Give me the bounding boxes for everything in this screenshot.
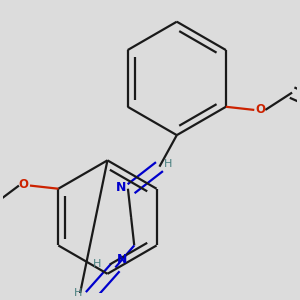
Text: N: N: [116, 181, 126, 194]
Text: H: H: [93, 260, 101, 269]
Text: H: H: [74, 288, 82, 298]
Text: H: H: [164, 158, 172, 169]
Text: N: N: [117, 253, 127, 266]
Text: O: O: [18, 178, 28, 191]
Text: O: O: [256, 103, 266, 116]
